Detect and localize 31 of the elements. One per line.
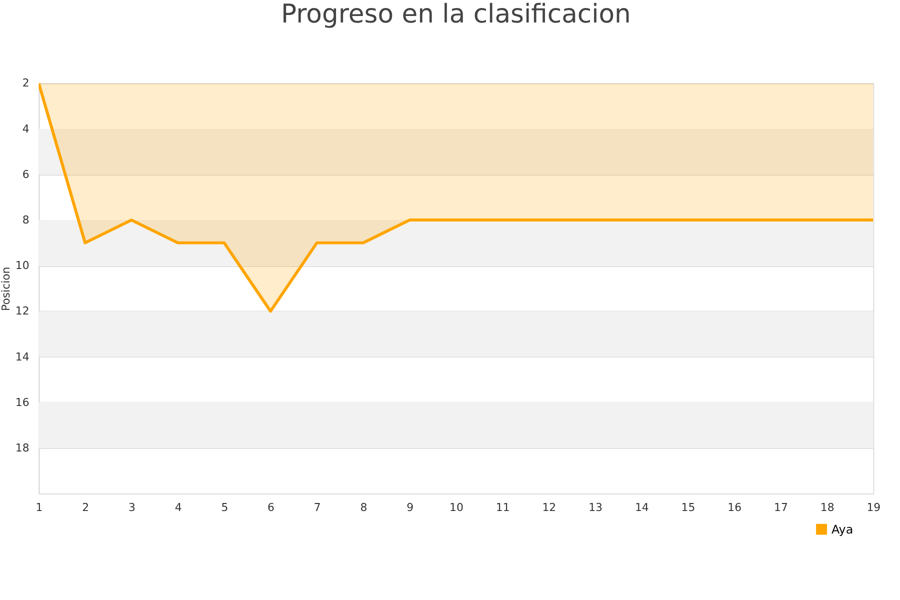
y-tick-label: 14 [15, 350, 30, 364]
y-tick-label: 4 [22, 122, 30, 136]
y-tick-label: 18 [15, 441, 30, 454]
x-tick-label: 4 [174, 500, 182, 514]
x-tick-label: 6 [268, 500, 275, 514]
chart-title: Progreso en la clasificacion [280, 0, 631, 30]
y-tick-label: 6 [22, 168, 30, 181]
x-tick-label: 7 [314, 500, 321, 514]
legend-label: Aya [831, 522, 854, 536]
x-tick-label: 19 [866, 500, 881, 514]
x-tick-label: 5 [221, 500, 228, 514]
x-tick-label: 16 [728, 500, 742, 514]
x-tick-label: 3 [128, 500, 136, 514]
x-tick-label: 11 [496, 500, 510, 514]
x-tick-label: 18 [820, 500, 834, 514]
y-tick-label: 8 [22, 214, 30, 227]
y-tick-label: 12 [15, 304, 30, 318]
x-tick-label: 12 [542, 500, 556, 514]
x-tick-label: 8 [360, 500, 368, 514]
y-axis-title: Posicion [0, 266, 12, 311]
x-tick-label: 10 [450, 500, 464, 514]
y-tick-label: 2 [22, 76, 30, 90]
x-tick-label: 9 [406, 500, 414, 514]
y-tick-label: 10 [15, 259, 30, 272]
x-tick-label: 17 [774, 500, 788, 514]
x-tick-label: 1 [36, 500, 43, 514]
y-tick-label: 16 [15, 396, 30, 409]
x-tick-label: 13 [588, 500, 603, 514]
x-tick-label: 14 [634, 500, 649, 514]
x-tick-label: 15 [681, 500, 696, 514]
x-tick-label: 2 [82, 500, 90, 514]
